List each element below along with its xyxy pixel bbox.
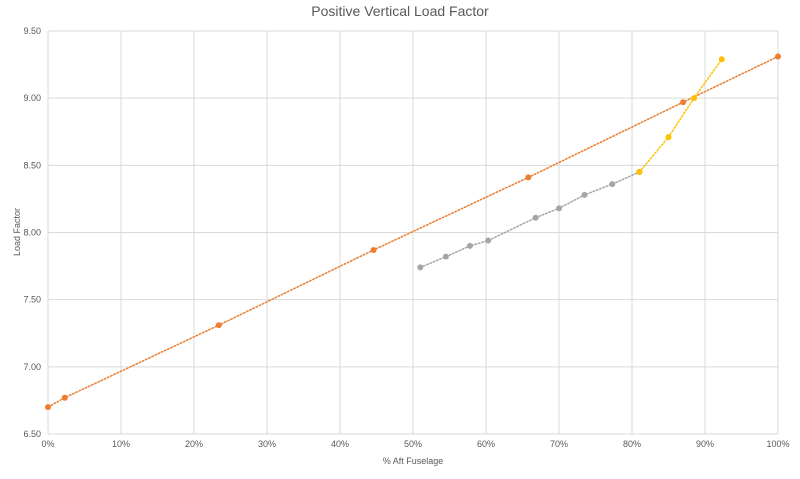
- data-point: [691, 95, 698, 102]
- data-point: [680, 99, 687, 106]
- x-tick-label: 0%: [41, 439, 54, 449]
- data-point: [45, 404, 51, 411]
- x-tick-label: 60%: [477, 439, 495, 449]
- data-point: [532, 214, 539, 221]
- series-2: [417, 169, 643, 271]
- data-point: [665, 134, 672, 141]
- data-point: [485, 237, 492, 244]
- x-tick-label: 100%: [766, 439, 789, 449]
- y-tick-label: 7.00: [23, 362, 41, 372]
- data-point: [442, 253, 449, 260]
- series-line: [638, 58, 723, 173]
- gridlines: [47, 30, 779, 435]
- x-tick-label: 50%: [404, 439, 422, 449]
- series-1: [45, 53, 781, 411]
- y-tick-label: 8.50: [23, 160, 41, 170]
- tick-labels: 0% 10% 20% 30% 40% 50% 60% 70% 80% 90% 100% 6.50 7.0…: [23, 26, 789, 449]
- y-tick-label: 8.00: [23, 228, 41, 238]
- x-axis-title: % Aft Fuselage: [383, 456, 444, 466]
- x-tick-label: 40%: [331, 439, 349, 449]
- series-3: [636, 56, 725, 176]
- x-tick-label: 10%: [112, 439, 130, 449]
- x-tick-label: 70%: [550, 439, 568, 449]
- y-tick-label: 9.50: [23, 26, 41, 36]
- y-tick-label: 6.50: [23, 429, 41, 439]
- y-axis-title: Load Factor: [12, 208, 22, 256]
- series-layer: [45, 53, 781, 411]
- chart-title: Positive Vertical Load Factor: [311, 3, 489, 19]
- series-line: [419, 171, 641, 269]
- data-point: [370, 246, 377, 253]
- x-tick-label: 90%: [696, 439, 714, 449]
- data-point: [718, 56, 725, 63]
- data-point: [61, 394, 68, 401]
- data-point: [609, 181, 616, 188]
- data-point: [775, 53, 781, 60]
- data-point: [417, 264, 424, 271]
- x-tick-label: 20%: [185, 439, 203, 449]
- data-point: [215, 322, 222, 329]
- x-tick-label: 80%: [623, 439, 641, 449]
- y-tick-label: 7.50: [23, 295, 41, 305]
- x-tick-label: 30%: [258, 439, 276, 449]
- data-point: [581, 191, 588, 198]
- data-point: [556, 205, 562, 212]
- data-point: [525, 174, 532, 181]
- data-point: [466, 242, 473, 249]
- data-point: [636, 169, 643, 176]
- y-tick-label: 9.00: [23, 93, 41, 103]
